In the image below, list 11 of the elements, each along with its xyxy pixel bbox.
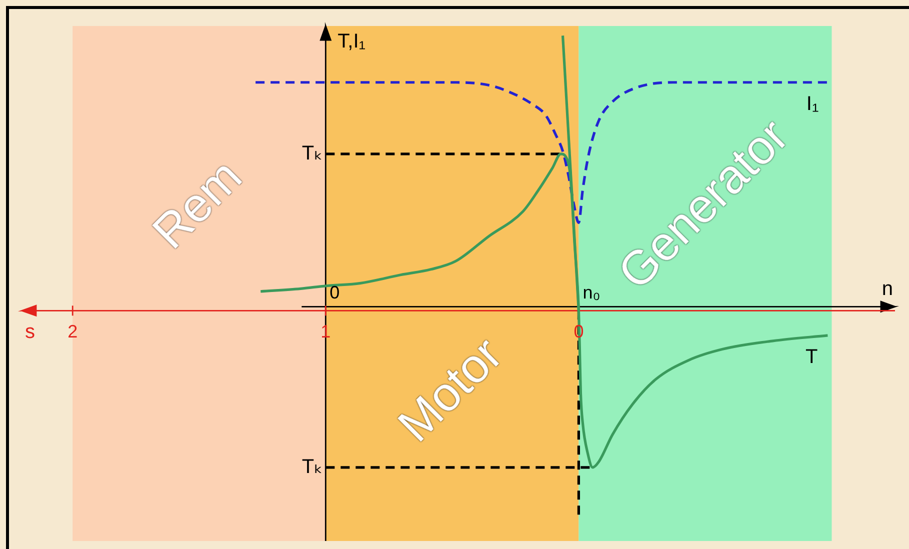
x-axis-title: s [25, 321, 35, 344]
x-tick-label: 2 [68, 321, 78, 342]
x-tick-label: 0 [574, 321, 584, 342]
series-label: Tₖ [302, 456, 323, 478]
annotation: n₀ [582, 282, 600, 303]
y-axis-title: T,I₁ [338, 30, 366, 53]
annotation: 0 [330, 282, 340, 303]
series-label: I₁ [806, 92, 819, 115]
x2-axis-title: n [882, 278, 893, 300]
series-label: T [805, 346, 818, 368]
series-label: Tₖ [302, 142, 323, 164]
